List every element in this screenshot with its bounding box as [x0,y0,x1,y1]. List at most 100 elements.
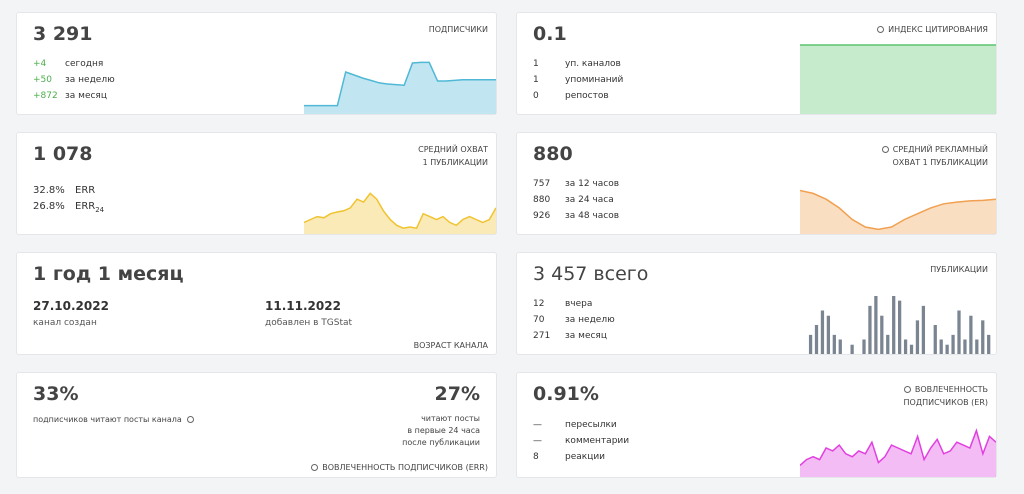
err-text: подписчиков читают посты канала [33,415,198,424]
big-value: 880 [533,143,573,165]
bar [838,339,842,354]
rows: 32.8% ERR 26.8% ERR24 [33,183,104,218]
card-label: ПУБЛИКАЦИИ [930,265,988,274]
er-card: 0.91% ВОВЛЕЧЕННОСТЬ ПОДПИСЧИКОВ (ER) — пер… [516,372,997,478]
area [800,45,996,114]
row-value: 271 [533,331,551,341]
row: 1 уп. каналов [533,56,623,72]
bar [862,339,866,354]
row-text: за месяц [65,91,107,101]
label-text: ВОВЛЕЧЕННОСТЬ ПОДПИСЧИКОВ (ERR) [322,463,488,472]
row-value: 1 [533,59,539,69]
bar [975,339,979,354]
text: после публикации [402,438,480,447]
row: 1 упоминаний [533,72,623,88]
row-value: 26.8% [33,201,65,212]
row-text: комментарии [565,436,630,446]
card-label: СРЕДНИЙ РЕКЛАМНЫЙ ОХВАТ 1 ПУБЛИКАЦИИ [881,143,988,169]
area [800,190,996,234]
bar [892,296,896,354]
bar [969,315,973,354]
label-text: 1 ПУБЛИКАЦИИ [422,158,488,167]
bar [820,310,825,354]
row-value: +872 [33,91,58,101]
row: — комментарии [533,433,629,449]
subscribers-card: 3 291 ПОДПИСЧИКИ +4 сегодня +50 за неделю +8… [16,12,497,115]
row: 271 за месяц [533,328,615,344]
big-value: 0.91% [533,383,599,405]
row: 880 за 24 часа [533,192,619,208]
date: 27.10.2022 [33,299,109,313]
big-value: 33% [33,383,79,405]
big-value: 3 291 [33,23,93,45]
bar [850,344,854,354]
row-text: ERR [75,185,96,196]
rows: 12 вчера 70 за неделю 271 за месяц [533,296,615,344]
label-text: ОХВАТ 1 ПУБЛИКАЦИИ [892,158,988,167]
row: 8 реакции [533,449,629,465]
row-text: пересылки [565,420,617,430]
rows: 1 уп. каналов 1 упоминаний 0 репостов [533,56,623,104]
sparkline [800,44,996,114]
row-text: за 12 часов [565,179,620,189]
line [304,61,496,107]
row-value: — [533,420,542,430]
date: 11.11.2022 [265,299,341,313]
bar [981,320,985,354]
row: 12 вчера [533,296,615,312]
row-value: 0 [533,91,539,101]
bar [874,296,878,354]
row-value: 880 [533,195,551,205]
bar [898,300,902,354]
err24-text: читают посты в первые 24 часа после публик… [402,413,480,449]
row-text: за месяц [565,331,607,341]
row-value: 757 [533,179,551,189]
sparkline [800,428,996,477]
row-text: сегодня [65,59,104,69]
row-text: упоминаний [565,75,624,85]
area [800,430,996,477]
row-value: — [533,436,542,446]
text: в первые 24 часа [407,426,480,435]
bar [880,315,884,354]
row-text: за неделю [565,315,615,325]
sparkline [304,61,496,114]
date-text: канал создан [33,318,97,328]
bar [826,315,831,354]
card-label: СРЕДНИЙ ОХВАТ 1 ПУБЛИКАЦИИ [418,143,488,169]
row-text: за неделю [65,75,115,85]
date-text: добавлен в TGStat [265,318,353,328]
sparkline [808,296,991,354]
bar [903,339,908,354]
row: 70 за неделю [533,312,615,328]
date-block: 27.10.2022 канал создан [33,299,109,328]
text: подписчиков читают посты канала [33,415,182,424]
row-sub: 24 [95,206,105,214]
row-text: ERR [75,201,96,212]
sparkline [800,189,996,234]
bar [987,334,991,354]
row-value: 8 [533,452,539,462]
reach-card: 1 078 СРЕДНИЙ ОХВАТ 1 ПУБЛИКАЦИИ 32.8% ERR… [16,132,497,235]
card-label: ПОДПИСЧИКИ [428,25,488,34]
label-text: СРЕДНИЙ РЕКЛАМНЫЙ [892,145,988,154]
line [800,189,996,231]
row-text: вчера [565,299,593,309]
err-card: 33% подписчиков читают посты канала 27% … [16,372,497,478]
row-text: репостов [565,91,609,101]
area [304,193,496,234]
bar [963,339,967,354]
row-text: реакции [565,452,606,462]
card-footer: ВОЗРАСТ КАНАЛА [413,341,488,350]
line [800,428,996,466]
row: — пересылки [533,417,629,433]
row-value: +4 [33,59,47,69]
row-value: 12 [533,299,545,309]
big-value: 27% [434,383,480,405]
row-value: 70 [533,315,545,325]
label-text: ПОДПИСЧИКОВ (ER) [903,398,988,407]
row: 926 за 48 часов [533,208,619,224]
sparkline [304,192,496,234]
card-label: ВОВЛЕЧЕННОСТЬ ПОДПИСЧИКОВ (ER) [904,383,988,409]
